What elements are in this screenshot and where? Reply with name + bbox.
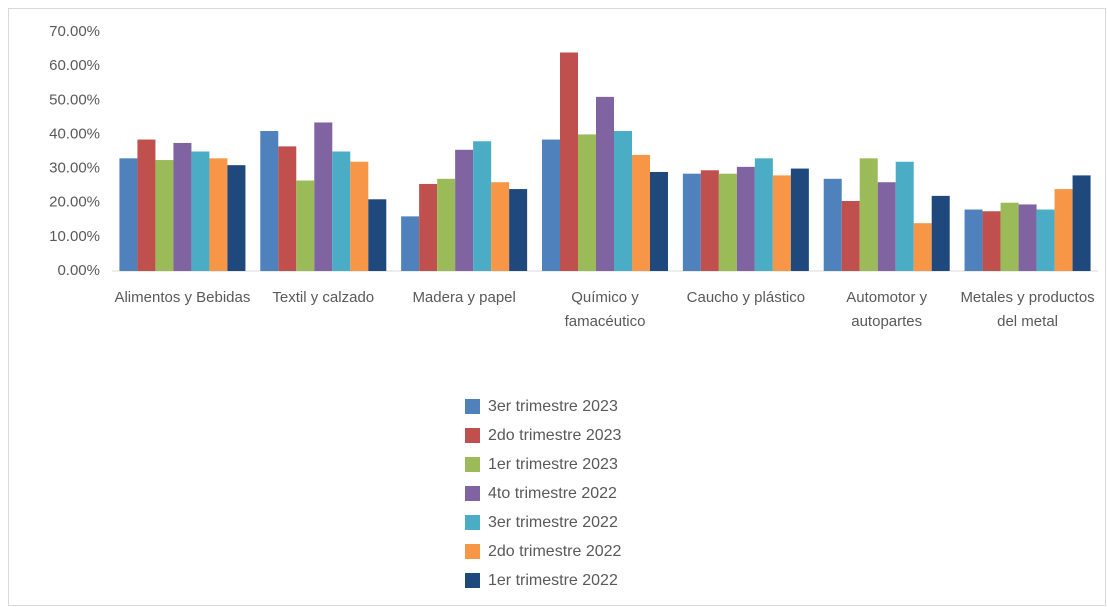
x-tick-label-box: Químico y famacéutico <box>564 289 646 330</box>
legend-label: 4to trimestre 2022 <box>488 485 617 502</box>
bar <box>718 173 737 271</box>
bar <box>473 141 492 271</box>
bar <box>227 165 246 271</box>
bar <box>841 201 860 271</box>
bar <box>155 160 174 271</box>
bar <box>368 199 387 271</box>
x-tick-label-box: Madera y papel <box>412 289 516 306</box>
legend-swatch <box>465 544 480 559</box>
bar <box>754 158 773 271</box>
x-tick-label-box: Automotor y autopartes <box>846 289 928 330</box>
legend-label: 3er trimestre 2023 <box>488 398 618 415</box>
bar <box>982 211 1001 271</box>
bar <box>401 216 420 271</box>
bar <box>278 146 297 271</box>
legend-swatch <box>465 457 480 472</box>
bar <box>209 158 228 271</box>
bar <box>700 170 719 271</box>
x-tick-label-box: Metales y productos del metal <box>960 289 1095 330</box>
bar <box>913 223 932 271</box>
legend-label: 1er trimestre 2023 <box>488 456 618 473</box>
y-tick-label: 20.00% <box>49 194 100 211</box>
bar <box>578 134 596 271</box>
bar <box>964 209 983 271</box>
y-tick-label: 40.00% <box>49 125 100 142</box>
legend-swatch <box>465 573 480 588</box>
bar <box>772 175 791 271</box>
bar <box>350 161 369 271</box>
y-tick-label: 30.00% <box>49 160 100 177</box>
bar <box>736 166 755 271</box>
legend-label: 2do trimestre 2022 <box>488 543 622 560</box>
x-tick-label: Alimentos y Bebidas <box>114 289 251 306</box>
bar <box>895 161 914 271</box>
x-tick-label-box: Alimentos y Bebidas <box>114 289 251 306</box>
x-tick-label: Textil y calzado <box>272 289 375 306</box>
bar <box>191 151 210 271</box>
bar <box>314 122 333 271</box>
bar <box>682 173 701 271</box>
y-tick-label: 0.00% <box>57 262 100 279</box>
x-tick-label: Caucho y plástico <box>686 289 806 306</box>
legend-swatch <box>465 399 480 414</box>
bar <box>173 142 192 271</box>
bar <box>137 139 156 271</box>
y-tick-label: 60.00% <box>49 57 100 74</box>
chart-border <box>8 8 1106 606</box>
bar <box>560 52 578 271</box>
bar <box>455 149 474 271</box>
bar <box>296 180 315 271</box>
x-tick-label-box: Caucho y plástico <box>686 289 806 306</box>
legend-label: 1er trimestre 2022 <box>488 572 618 589</box>
bar <box>437 178 456 271</box>
bar <box>260 131 279 271</box>
bar <box>1000 202 1019 271</box>
bar <box>823 178 842 271</box>
legend-label: 2do trimestre 2023 <box>488 427 622 444</box>
legend-label: 3er trimestre 2022 <box>488 514 618 531</box>
bar <box>596 96 614 271</box>
bar <box>790 168 809 271</box>
bar <box>1072 175 1091 271</box>
x-tick-label: Madera y papel <box>412 289 516 306</box>
y-tick-label: 10.00% <box>49 228 100 245</box>
legend-swatch <box>465 486 480 501</box>
bar <box>419 183 438 271</box>
x-tick-label: Automotor y autopartes <box>846 289 928 330</box>
bar <box>650 171 668 271</box>
x-tick-label-box: Textil y calzado <box>272 289 375 306</box>
bar <box>1036 209 1055 271</box>
bar <box>1054 189 1073 271</box>
bar <box>614 131 632 271</box>
bar <box>542 139 560 271</box>
x-tick-label: Químico y famacéutico <box>564 289 646 330</box>
legend-swatch <box>465 515 480 530</box>
bar <box>859 158 878 271</box>
bar <box>877 182 896 271</box>
legend-swatch <box>465 428 480 443</box>
bar <box>509 189 528 271</box>
bar <box>632 154 650 271</box>
x-tick-label: Metales y productos del metal <box>960 289 1095 330</box>
bar <box>332 151 351 271</box>
bar <box>931 195 950 271</box>
y-tick-label: 70.00% <box>49 23 100 40</box>
y-tick-label: 50.00% <box>49 91 100 108</box>
bar <box>1018 204 1037 271</box>
bar <box>491 182 510 271</box>
bar <box>119 158 138 271</box>
